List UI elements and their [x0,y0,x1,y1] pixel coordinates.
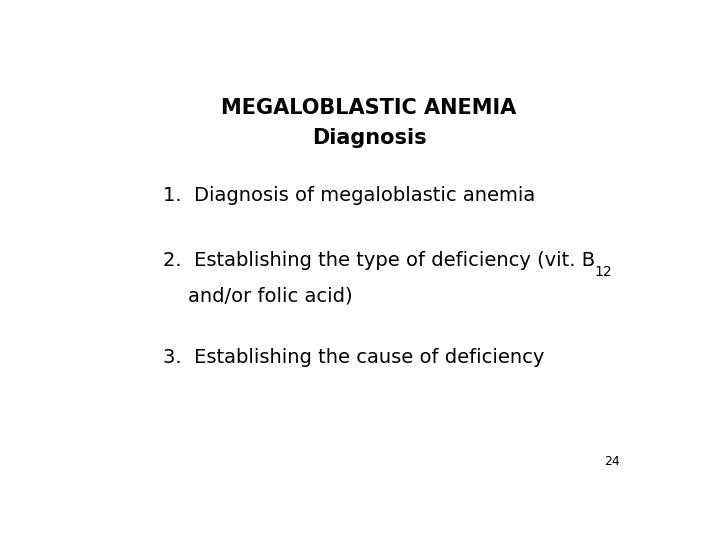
Text: and/or folic acid): and/or folic acid) [188,287,352,306]
Text: MEGALOBLASTIC ANEMIA: MEGALOBLASTIC ANEMIA [221,98,517,118]
Text: 12: 12 [595,265,612,279]
Text: 1.  Diagnosis of megaloblastic anemia: 1. Diagnosis of megaloblastic anemia [163,186,535,205]
Text: 3.  Establishing the cause of deficiency: 3. Establishing the cause of deficiency [163,348,544,367]
Text: 2.  Establishing the type of deficiency (vit. B: 2. Establishing the type of deficiency (… [163,252,595,271]
Text: Diagnosis: Diagnosis [312,127,426,147]
Text: 24: 24 [604,455,620,468]
